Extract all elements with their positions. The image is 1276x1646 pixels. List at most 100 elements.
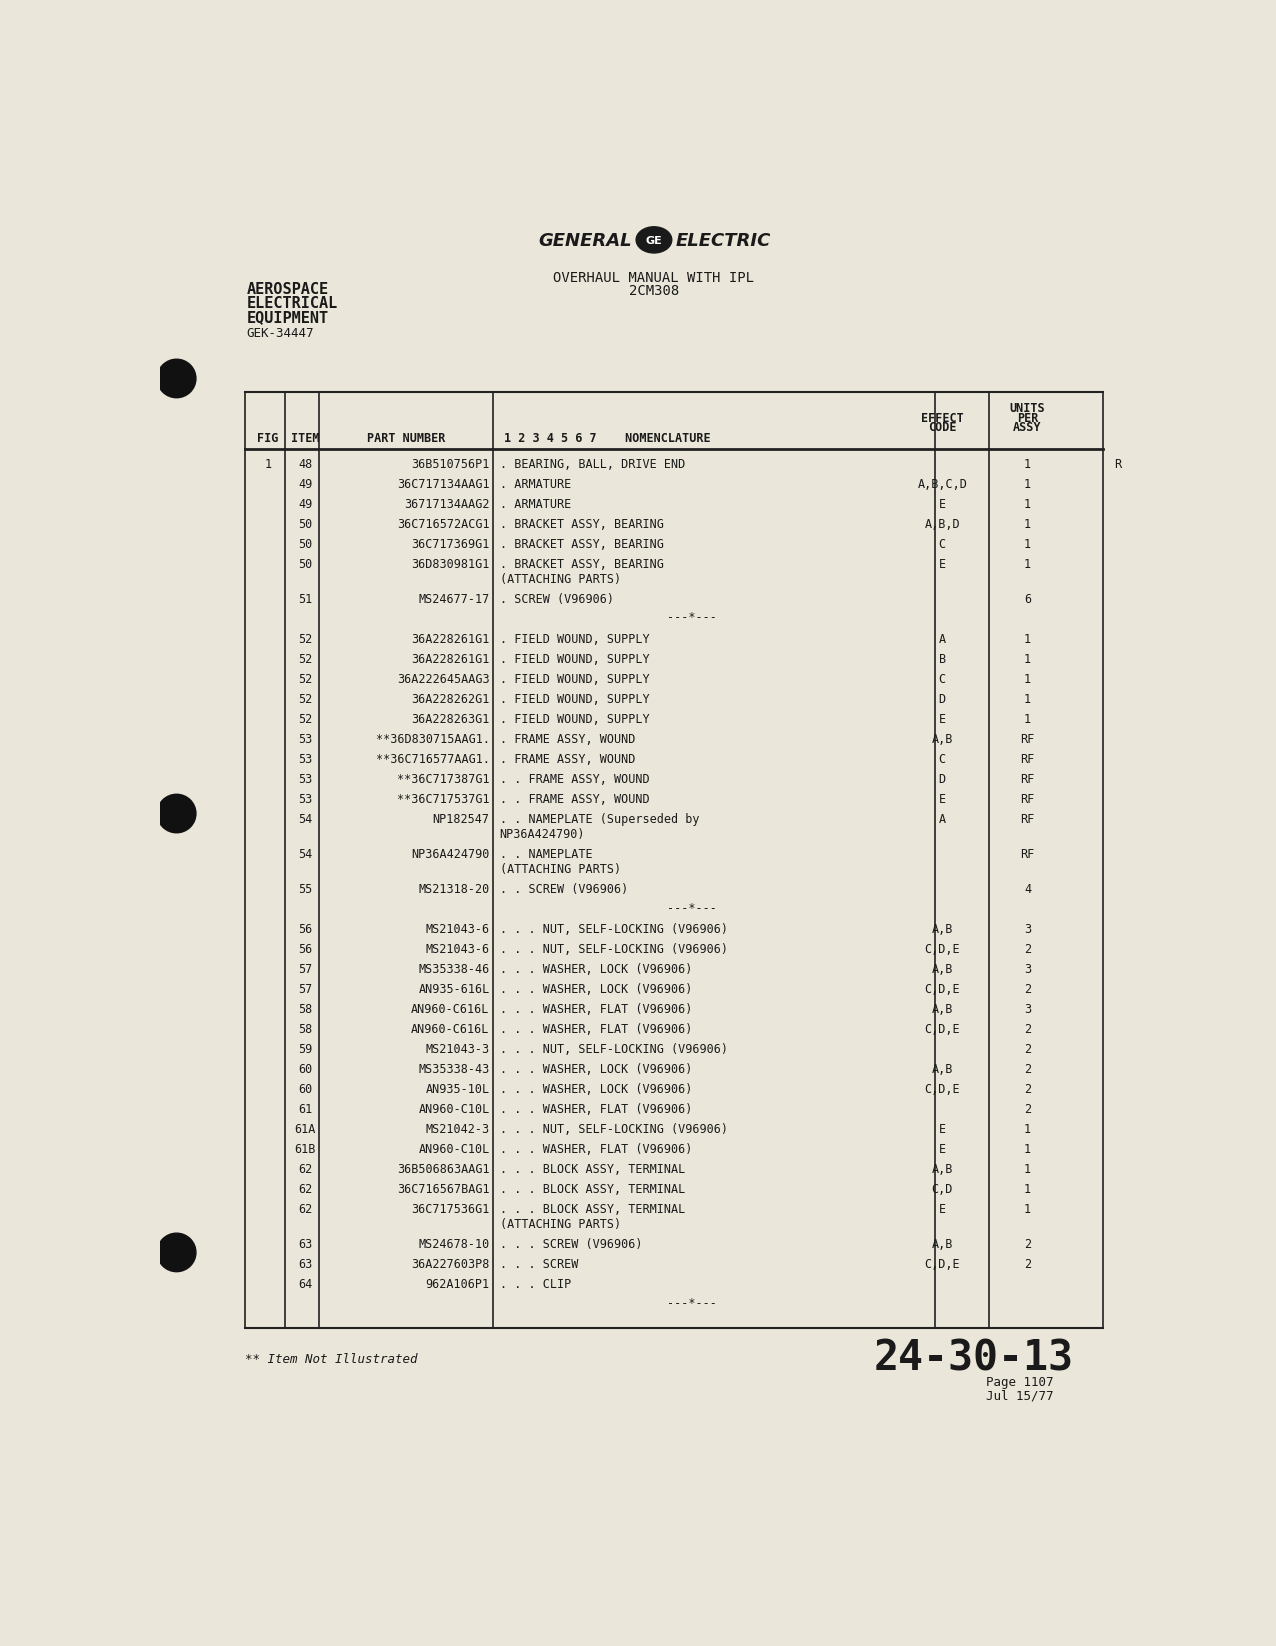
Text: 60: 60 xyxy=(299,1083,313,1096)
Text: 36B510756P1: 36B510756P1 xyxy=(411,458,490,471)
Text: ---*---: ---*--- xyxy=(667,1297,717,1310)
Circle shape xyxy=(157,359,197,398)
Text: 53: 53 xyxy=(299,752,313,765)
Text: ASSY: ASSY xyxy=(1013,421,1041,435)
Text: . . . WASHER, LOCK (V96906): . . . WASHER, LOCK (V96906) xyxy=(500,963,692,976)
Text: 52: 52 xyxy=(299,653,313,665)
Text: ELECTRIC: ELECTRIC xyxy=(676,232,771,250)
Text: ---*---: ---*--- xyxy=(667,611,717,624)
Text: . . . WASHER, LOCK (V96906): . . . WASHER, LOCK (V96906) xyxy=(500,983,692,996)
Text: C,D,E: C,D,E xyxy=(924,983,960,996)
Text: C,D: C,D xyxy=(931,1183,953,1197)
Text: 36B506863AAG1: 36B506863AAG1 xyxy=(397,1164,490,1177)
Text: 3: 3 xyxy=(1023,1002,1031,1016)
Text: 56: 56 xyxy=(299,943,313,956)
Text: 36A228262G1: 36A228262G1 xyxy=(411,693,490,706)
Text: . . . WASHER, FLAT (V96906): . . . WASHER, FLAT (V96906) xyxy=(500,1144,692,1155)
Text: 59: 59 xyxy=(299,1044,313,1057)
Text: 36C717134AAG1: 36C717134AAG1 xyxy=(397,477,490,491)
Text: 58: 58 xyxy=(299,1024,313,1035)
Text: 4: 4 xyxy=(1023,882,1031,895)
Text: 55: 55 xyxy=(299,882,313,895)
Text: **36C717537G1: **36C717537G1 xyxy=(397,793,490,807)
Text: . . FRAME ASSY, WOUND: . . FRAME ASSY, WOUND xyxy=(500,793,649,807)
Text: E: E xyxy=(939,1123,946,1136)
Text: ITEM: ITEM xyxy=(291,431,319,444)
Text: 63: 63 xyxy=(299,1238,313,1251)
Text: . FRAME ASSY, WOUND: . FRAME ASSY, WOUND xyxy=(500,752,635,765)
Text: A,B: A,B xyxy=(931,923,953,937)
Text: . . . WASHER, FLAT (V96906): . . . WASHER, FLAT (V96906) xyxy=(500,1103,692,1116)
Text: 2: 2 xyxy=(1023,1238,1031,1251)
Text: . . . NUT, SELF-LOCKING (V96906): . . . NUT, SELF-LOCKING (V96906) xyxy=(500,1123,727,1136)
Text: 2: 2 xyxy=(1023,943,1031,956)
Text: . ARMATURE: . ARMATURE xyxy=(500,497,570,510)
Text: . . . BLOCK ASSY, TERMINAL: . . . BLOCK ASSY, TERMINAL xyxy=(500,1164,685,1177)
Text: 962A106P1: 962A106P1 xyxy=(425,1279,490,1292)
Text: 36D830981G1: 36D830981G1 xyxy=(411,558,490,571)
Text: . . . BLOCK ASSY, TERMINAL: . . . BLOCK ASSY, TERMINAL xyxy=(500,1203,685,1216)
Text: GEK-34447: GEK-34447 xyxy=(246,328,314,339)
Text: 1: 1 xyxy=(1023,1164,1031,1177)
Text: RF: RF xyxy=(1021,813,1035,826)
Text: 1: 1 xyxy=(1023,558,1031,571)
Text: 1: 1 xyxy=(1023,517,1031,530)
Text: 36A228261G1: 36A228261G1 xyxy=(411,632,490,645)
Text: . . . SCREW (V96906): . . . SCREW (V96906) xyxy=(500,1238,642,1251)
Text: 61B: 61B xyxy=(295,1144,316,1155)
Text: 49: 49 xyxy=(299,477,313,491)
Text: 3: 3 xyxy=(1023,963,1031,976)
Text: C: C xyxy=(939,673,946,686)
Text: . FIELD WOUND, SUPPLY: . FIELD WOUND, SUPPLY xyxy=(500,653,649,665)
Ellipse shape xyxy=(637,227,671,253)
Text: 6: 6 xyxy=(1023,593,1031,606)
Text: PER: PER xyxy=(1017,412,1039,425)
Text: NP36A424790: NP36A424790 xyxy=(411,848,490,861)
Text: . . . WASHER, FLAT (V96906): . . . WASHER, FLAT (V96906) xyxy=(500,1002,692,1016)
Text: . FRAME ASSY, WOUND: . FRAME ASSY, WOUND xyxy=(500,732,635,746)
Text: Jul 15/77: Jul 15/77 xyxy=(986,1389,1054,1402)
Text: AN960-C616L: AN960-C616L xyxy=(411,1002,490,1016)
Text: R: R xyxy=(1114,458,1122,471)
Text: C,D,E: C,D,E xyxy=(924,1024,960,1035)
Text: ELECTRICAL: ELECTRICAL xyxy=(246,296,338,311)
Text: 24-30-13: 24-30-13 xyxy=(873,1337,1073,1379)
Text: 2: 2 xyxy=(1023,1083,1031,1096)
Text: . . NAMEPLATE (Superseded by: . . NAMEPLATE (Superseded by xyxy=(500,813,699,826)
Text: 36C716572ACG1: 36C716572ACG1 xyxy=(397,517,490,530)
Text: 1: 1 xyxy=(1023,538,1031,551)
Text: A,B: A,B xyxy=(931,732,953,746)
Text: . SCREW (V96906): . SCREW (V96906) xyxy=(500,593,614,606)
Text: . . . CLIP: . . . CLIP xyxy=(500,1279,570,1292)
Text: 48: 48 xyxy=(299,458,313,471)
Text: . BRACKET ASSY, BEARING: . BRACKET ASSY, BEARING xyxy=(500,558,664,571)
Text: EQUIPMENT: EQUIPMENT xyxy=(246,309,328,324)
Text: 36A228261G1: 36A228261G1 xyxy=(411,653,490,665)
Text: (ATTACHING PARTS): (ATTACHING PARTS) xyxy=(500,1218,621,1231)
Text: 36A228263G1: 36A228263G1 xyxy=(411,713,490,726)
Text: AN960-C616L: AN960-C616L xyxy=(411,1024,490,1035)
Text: **36C717387G1: **36C717387G1 xyxy=(397,774,490,785)
Text: 36C717536G1: 36C717536G1 xyxy=(411,1203,490,1216)
Text: A,B: A,B xyxy=(931,1238,953,1251)
Text: C: C xyxy=(939,538,946,551)
Text: 52: 52 xyxy=(299,713,313,726)
Text: GENERAL: GENERAL xyxy=(538,232,632,250)
Text: C,D,E: C,D,E xyxy=(924,1258,960,1271)
Text: ---*---: ---*--- xyxy=(667,902,717,915)
Text: 1: 1 xyxy=(1023,1123,1031,1136)
Text: . . . WASHER, LOCK (V96906): . . . WASHER, LOCK (V96906) xyxy=(500,1063,692,1076)
Text: 1: 1 xyxy=(1023,653,1031,665)
Text: 51: 51 xyxy=(299,593,313,606)
Text: . FIELD WOUND, SUPPLY: . FIELD WOUND, SUPPLY xyxy=(500,632,649,645)
Text: A,B: A,B xyxy=(931,1063,953,1076)
Text: 1: 1 xyxy=(1023,673,1031,686)
Text: FIG: FIG xyxy=(258,431,278,444)
Text: 63: 63 xyxy=(299,1258,313,1271)
Text: 1: 1 xyxy=(1023,1203,1031,1216)
Text: E: E xyxy=(939,713,946,726)
Text: MS21043-6: MS21043-6 xyxy=(425,923,490,937)
Circle shape xyxy=(157,1233,197,1272)
Text: 58: 58 xyxy=(299,1002,313,1016)
Text: 57: 57 xyxy=(299,963,313,976)
